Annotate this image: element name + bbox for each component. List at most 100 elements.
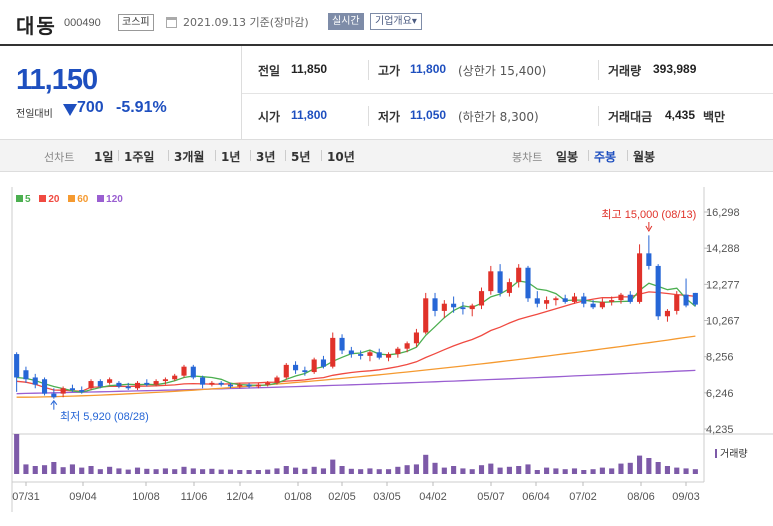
candle-body [134, 382, 141, 389]
volume-bar [209, 468, 215, 474]
period-4[interactable]: 3년 [256, 150, 276, 164]
volume-bar [255, 470, 261, 474]
amount-value: 4,435 [665, 108, 696, 122]
candle-body [571, 296, 578, 302]
volume-bar [544, 467, 550, 474]
volume-bar [376, 469, 382, 474]
volume-bar [200, 469, 206, 474]
candle-body [190, 366, 196, 378]
x-tick-label: 10/08 [132, 491, 160, 503]
candle-body [79, 390, 85, 392]
candle-body [432, 298, 438, 311]
period-1[interactable]: 1주일 [124, 150, 155, 164]
volume-bar [320, 468, 327, 474]
candle-body [683, 294, 689, 306]
date-text: 2021.09.13 기준(장마감) [183, 16, 309, 29]
candle-body [367, 352, 373, 356]
candle-body [246, 384, 252, 387]
x-tick-label: 05/07 [477, 491, 505, 503]
legend-ma20: 20 [39, 194, 59, 205]
volume-bar [153, 469, 159, 474]
candle-body [497, 271, 503, 293]
candle-body [664, 310, 671, 317]
period-6[interactable]: 10년 [327, 150, 355, 164]
x-tick-label: 11/06 [181, 491, 208, 503]
candle-period-2[interactable]: 월봉 [633, 150, 656, 164]
period-toolbar: 선차트 1일 1주일 3개월 1년 3년 5년 10년 봉차트 일봉 주봉 월봉 [0, 140, 773, 172]
period-separator [588, 150, 589, 161]
candle-body [153, 381, 159, 385]
candle-body [609, 300, 615, 302]
period-0[interactable]: 1일 [94, 150, 114, 164]
prev-close-label: 전일 [258, 64, 281, 78]
candle-body [599, 301, 605, 308]
candle-chart-label: 봉차트 [512, 151, 543, 164]
change-value: 700 [77, 99, 104, 116]
candle-body [181, 366, 187, 376]
x-tick-label: 08/06 [627, 491, 655, 503]
candle-body [311, 359, 317, 373]
volume-bar [627, 462, 633, 474]
candle-body [460, 307, 466, 310]
legend-ma5: 5 [16, 194, 31, 205]
volume-bar [218, 469, 224, 474]
low-label: 저가 [378, 110, 401, 124]
candle-body [488, 271, 494, 292]
company-overview-button[interactable]: 기업개요▾ [370, 13, 422, 30]
x-tick-label: 09/03 [672, 491, 700, 503]
candle-body [209, 382, 215, 385]
candle-period-0[interactable]: 일봉 [556, 150, 579, 164]
amount-label: 거래대금 [608, 110, 653, 124]
candle-body [14, 354, 20, 378]
volume-bar [79, 467, 85, 474]
ma120-line [16, 369, 696, 395]
volume-bar [23, 464, 29, 474]
period-2[interactable]: 3개월 [174, 150, 205, 164]
volume-bar [599, 467, 605, 474]
period-separator [285, 150, 286, 161]
change-rate: -5.91% [116, 99, 167, 116]
volume-bar [367, 468, 373, 474]
candle-body [125, 386, 131, 389]
y-tick-label: 16,298 [706, 207, 740, 219]
stat-separator [598, 106, 599, 126]
volume-bar [451, 466, 457, 474]
candle-body [590, 303, 596, 308]
period-5[interactable]: 5년 [291, 150, 311, 164]
x-tick-label: 09/04 [69, 491, 97, 503]
candle-body [674, 294, 680, 311]
volume-bar [41, 465, 48, 474]
min-arrow-head [50, 399, 58, 405]
volume-bar [302, 468, 308, 474]
candle-body [51, 393, 57, 398]
candle-period-1[interactable]: 주봉 [594, 150, 617, 164]
candle-body [581, 296, 587, 304]
volume-bar [237, 470, 243, 474]
volume-bar [516, 466, 522, 474]
y-tick-label: 14,288 [706, 243, 740, 255]
price-chart[interactable]: 5 20 60 120 16,298 14,288 12,277 10,267 8,25… [0, 172, 773, 526]
volume-bar [107, 466, 113, 474]
company-overview-label: 기업개요 [375, 16, 412, 27]
volume-bar [283, 466, 289, 474]
volume-bar [339, 466, 345, 474]
candle-body [404, 343, 410, 349]
price-box: 11,150 전일대비 700 -5.91% 전일 11,850 고가 11,8… [0, 46, 773, 140]
amount-unit: 백만 [703, 110, 726, 124]
realtime-button[interactable]: 실시간 [328, 13, 364, 30]
period-3[interactable]: 1년 [221, 150, 241, 164]
volume-bar [134, 467, 141, 474]
volume-bar [144, 468, 150, 474]
candle-body [692, 292, 698, 305]
volume-bar [571, 468, 578, 474]
volume-bar [432, 462, 438, 474]
candle-body [544, 300, 550, 304]
candle-body [237, 384, 243, 387]
candle-body [506, 282, 512, 293]
volume-bar [311, 466, 317, 474]
volume-bar [664, 466, 671, 474]
volume-bar [227, 469, 234, 474]
volume-bar [125, 469, 131, 474]
volume-bar [97, 469, 103, 474]
candle-body [618, 294, 624, 301]
